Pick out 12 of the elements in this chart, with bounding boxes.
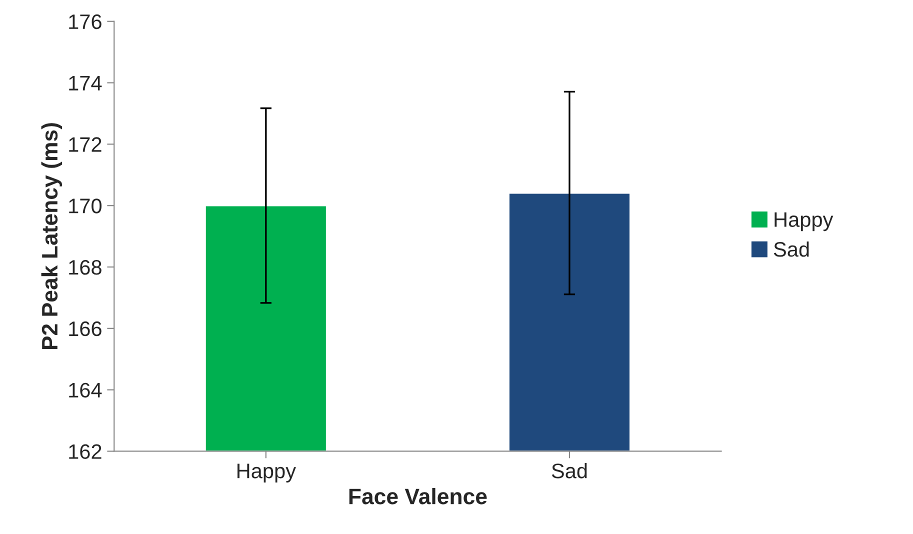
y-tick-label: 170 [69, 198, 102, 214]
y-tick-label: 172 [69, 137, 102, 152]
y-tick-label: 164 [69, 382, 102, 398]
y-tick-label: 176 [69, 14, 102, 30]
legend-label: Happy [774, 212, 834, 232]
x-axis-title: Face Valence [349, 488, 487, 504]
legend-label: Sad [774, 242, 809, 257]
y-axis-title: P2 Peak Latency (ms) [41, 123, 62, 350]
y-tick-label: 174 [69, 76, 102, 90]
y-tick-label: 168 [69, 260, 102, 275]
y-tick-label: 162 [69, 444, 102, 459]
y-tick-label: 166 [69, 321, 102, 336]
